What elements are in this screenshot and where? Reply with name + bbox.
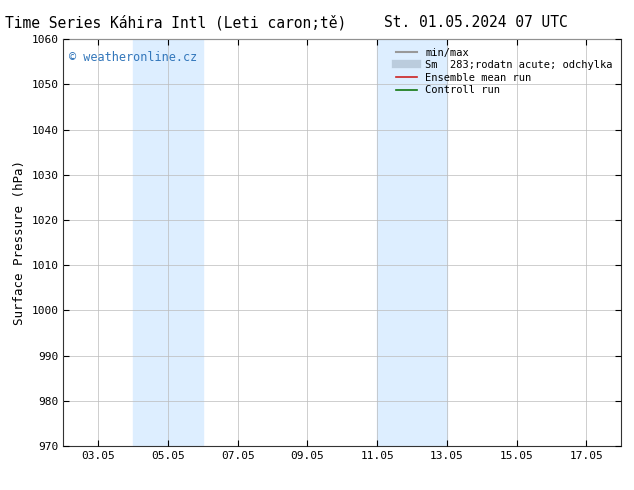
Text: St. 01.05.2024 07 UTC: St. 01.05.2024 07 UTC [384,15,567,30]
Bar [133,39,203,446]
Text: ENS Time Series Káhira Intl (Leti caron;tě): ENS Time Series Káhira Intl (Leti caron;… [0,15,347,30]
Y-axis label: Surface Pressure (hPa): Surface Pressure (hPa) [13,160,26,325]
Legend: min/max, Sm  283;rodatn acute; odchylka, Ensemble mean run, Controll run: min/max, Sm 283;rodatn acute; odchylka, … [393,45,616,98]
Bar [377,39,447,446]
Text: © weatheronline.cz: © weatheronline.cz [69,51,197,64]
